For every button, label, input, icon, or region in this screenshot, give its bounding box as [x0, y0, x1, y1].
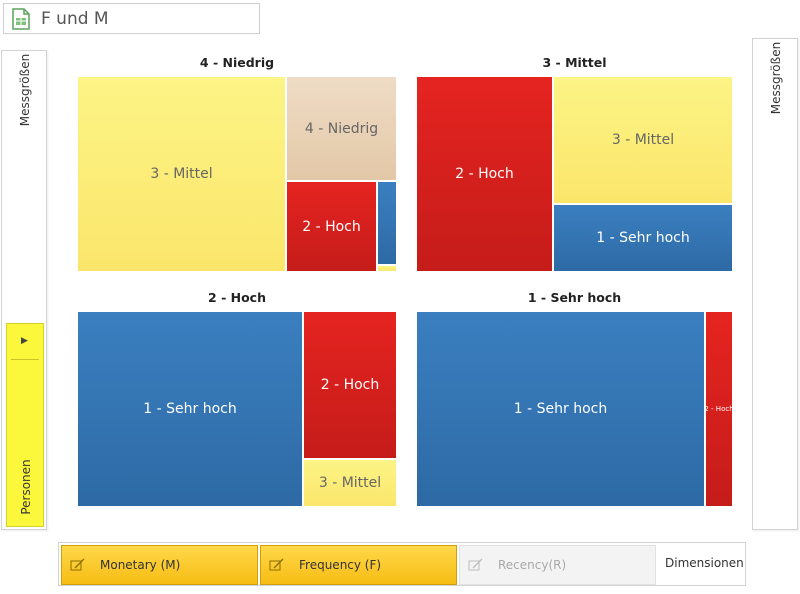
- measures-label-right[interactable]: Messgrößen: [769, 41, 783, 115]
- treemap-tile[interactable]: 2 - Hoch: [417, 77, 552, 271]
- expand-arrow-icon[interactable]: ▶: [21, 336, 28, 346]
- report-title: F und M: [41, 8, 109, 29]
- treemap-tile[interactable]: 2 - Hoch: [287, 182, 376, 271]
- checkbox-pencil-icon: [70, 558, 85, 571]
- panel-title-sehr-hoch: 1 - Sehr hoch: [527, 290, 622, 305]
- dimension-recency-button[interactable]: Recency(R): [459, 545, 656, 585]
- treemap-tile[interactable]: 3 - Mittel: [304, 460, 396, 506]
- treemap-tile[interactable]: 1 - Sehr hoch: [78, 312, 302, 506]
- dimensions-bar: Monetary (M) Frequency (F) Recency(R) Di…: [58, 542, 746, 586]
- dimension-label: Recency(R): [498, 558, 567, 572]
- dimension-monetary-button[interactable]: Monetary (M): [61, 545, 258, 585]
- treemap-tile[interactable]: 4 - Niedrig: [287, 77, 396, 180]
- treemap-tile[interactable]: 2 - Hoch: [304, 312, 396, 458]
- dimensions-label: Dimensionen: [665, 556, 744, 570]
- treemap-tile[interactable]: [378, 266, 396, 271]
- dimension-label: Monetary (M): [100, 558, 181, 572]
- checkbox-pencil-icon: [269, 558, 284, 571]
- panel-title-mittel: 3 - Mittel: [542, 55, 607, 70]
- treemap-tile[interactable]: 2 - Hoch: [706, 312, 732, 506]
- checkbox-pencil-icon: [468, 558, 483, 571]
- divider: [11, 359, 39, 360]
- personen-field[interactable]: ▶ Personen: [6, 323, 44, 527]
- panel-title-hoch: 2 - Hoch: [208, 290, 266, 305]
- treemap-tile[interactable]: [378, 182, 396, 264]
- treemap-tile[interactable]: 1 - Sehr hoch: [417, 312, 704, 506]
- treemap-tile[interactable]: 3 - Mittel: [78, 77, 285, 271]
- measures-label-left[interactable]: Messgrößen: [18, 53, 32, 127]
- report-title-box: F und M: [3, 3, 260, 34]
- right-panel: Messgrößen: [752, 38, 798, 530]
- panel-title-niedrig: 4 - Niedrig: [199, 55, 275, 70]
- treemap-tile[interactable]: 1 - Sehr hoch: [554, 205, 732, 271]
- left-panel: Messgrößen ▶ Personen: [1, 50, 47, 530]
- dimension-label: Frequency (F): [299, 558, 382, 572]
- document-icon: [12, 7, 30, 30]
- personen-label: Personen: [19, 459, 33, 515]
- dimension-frequency-button[interactable]: Frequency (F): [260, 545, 457, 585]
- treemap-tile[interactable]: 3 - Mittel: [554, 77, 732, 203]
